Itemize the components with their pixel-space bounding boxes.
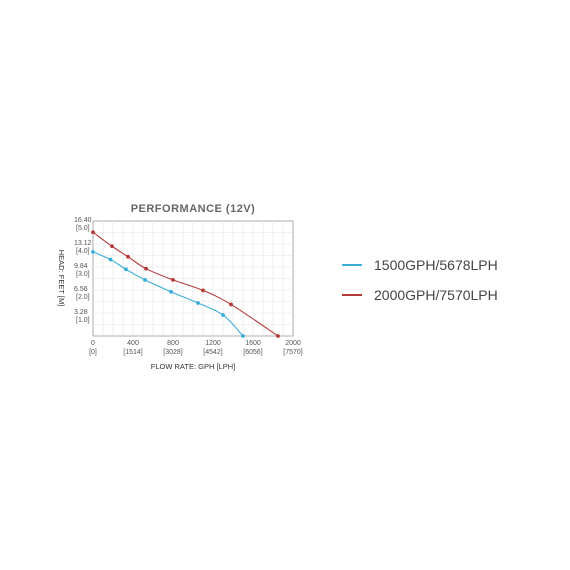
- axis-ticks: 0 [0] 400 [1514] 800 [3028] 1200 [4542] 1600 [605…: [74, 217, 303, 356]
- data-point: [110, 244, 114, 249]
- data-point: [91, 249, 95, 254]
- y-tick-sublabel: [4.0]: [76, 248, 90, 255]
- y-tick-label: 6.56: [74, 286, 88, 293]
- x-tick-label: 0: [91, 340, 95, 347]
- x-tick-label: 1600: [245, 340, 261, 347]
- y-tick-sublabel: [5.0]: [76, 225, 90, 232]
- y-tick-sublabel: [2.0]: [76, 294, 90, 301]
- data-point: [221, 313, 225, 317]
- y-tick-label: 16.40: [74, 217, 92, 224]
- legend-swatch: [342, 264, 362, 266]
- y-tick-sublabel: [3.0]: [76, 271, 90, 278]
- legend-item: 1500GPH/5678LPH: [342, 255, 498, 275]
- legend: 1500GPH/5678LPH 2000GPH/7570LPH: [342, 255, 498, 315]
- legend-label: 1500GPH/5678LPH: [374, 257, 498, 273]
- data-point: [143, 278, 147, 282]
- x-tick-sublabel: [7570]: [283, 349, 303, 356]
- x-tick-label: 2000: [285, 340, 301, 347]
- series-lines: [92, 231, 279, 337]
- data-point: [241, 334, 245, 338]
- grid: [93, 221, 293, 336]
- x-tick-sublabel: [0]: [89, 349, 97, 356]
- data-point: [108, 257, 113, 262]
- data-point: [196, 301, 200, 305]
- series-line-1: [92, 231, 279, 337]
- legend-label: 2000GPH/7570LPH: [374, 287, 498, 303]
- data-point: [91, 230, 95, 235]
- data-point: [169, 289, 173, 294]
- y-tick-sublabel: [1.0]: [76, 317, 90, 324]
- data-point: [124, 267, 128, 272]
- x-tick-label: 800: [167, 340, 179, 347]
- data-point: [144, 266, 148, 271]
- data-point: [229, 302, 233, 307]
- x-tick-label: 400: [127, 340, 139, 347]
- legend-swatch: [342, 294, 362, 296]
- y-tick-label: 13.12: [74, 240, 92, 247]
- x-tick-sublabel: [6056]: [243, 349, 263, 356]
- x-tick-label: 1200: [205, 340, 221, 347]
- chart-title: PERFORMANCE (12V): [131, 203, 256, 215]
- legend-item: 2000GPH/7570LPH: [342, 285, 498, 305]
- data-point: [276, 334, 280, 338]
- series-line-0: [92, 251, 244, 337]
- data-points: [91, 230, 280, 338]
- x-tick-sublabel: [4542]: [203, 349, 223, 356]
- data-point: [201, 288, 205, 293]
- data-point: [126, 254, 130, 259]
- data-point: [171, 278, 175, 282]
- y-tick-label: 9.84: [74, 263, 88, 270]
- y-tick-label: 3.28: [74, 309, 88, 316]
- x-axis-label: FLOW RATE: GPH [LPH]: [151, 362, 235, 371]
- x-tick-sublabel: [1514]: [123, 349, 143, 356]
- y-axis-label: HEAD: FEET [M]: [57, 250, 66, 307]
- x-tick-sublabel: [3028]: [163, 349, 183, 356]
